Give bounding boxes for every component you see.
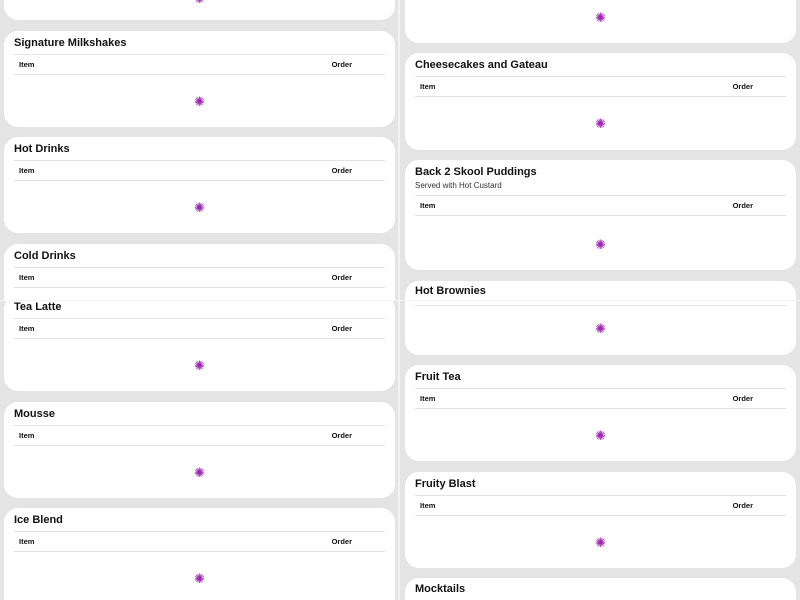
column-item: Item (420, 82, 436, 91)
column-item: Item (19, 431, 35, 440)
column-order: Order (331, 537, 352, 546)
section-title: Cold Drinks (14, 250, 76, 262)
section-fruity-blast: Fruity Blast Item Order ✺ (405, 472, 796, 568)
section-hot-drinks: Hot Drinks Item Order ✺ (4, 137, 395, 233)
table-header: Item Order (415, 495, 786, 516)
table-header: Item Order (14, 54, 385, 75)
table-header: Item Order (415, 388, 786, 409)
loading-spinner-icon: ✺ (194, 200, 205, 215)
column-order: Order (732, 501, 753, 510)
section-title: Back 2 Skool Puddings (415, 166, 537, 178)
column-item: Item (19, 166, 35, 175)
section-title: Hot Drinks (14, 143, 70, 155)
section-title: Ice Blend (14, 514, 63, 526)
section-title: Tea Latte (14, 301, 62, 313)
loading-spinner-icon: ✺ (194, 571, 205, 586)
column-order: Order (331, 60, 352, 69)
section-title: Mousse (14, 408, 55, 420)
table-header: Item Order (14, 531, 385, 552)
section-hot-brownies-body: ✺ (405, 301, 796, 355)
section-title: Mocktails (415, 583, 466, 595)
table-header: Item Order (415, 76, 786, 97)
loading-spinner-icon: ✺ (595, 237, 606, 252)
column-item: Item (420, 394, 436, 403)
section-mocktails: Mocktails (405, 578, 796, 600)
section-title: Fruit Tea (415, 371, 461, 383)
loading-spinner-icon: ✺ (595, 321, 606, 336)
column-order: Order (331, 324, 352, 333)
column-order: Order (732, 201, 753, 210)
menu-view-upper: ✺ Signature Milkshakes Item Order ✺ Hot D… (4, 0, 796, 300)
column-item: Item (420, 501, 436, 510)
column-order: Order (732, 394, 753, 403)
loading-spinner-icon: ✺ (595, 10, 606, 25)
section-tea-latte: Tea Latte Item Order ✺ (4, 301, 395, 391)
section-title: Hot Brownies (415, 285, 486, 297)
table-header: Item Order (14, 425, 385, 446)
section-mousse: Mousse Item Order ✺ (4, 402, 395, 498)
section-title: Fruity Blast (415, 478, 476, 490)
section-puddings: Back 2 Skool Puddings Served with Hot Cu… (405, 160, 796, 270)
column-divider (398, 0, 400, 600)
section-ice-blend: Ice Blend Item Order ✺ (4, 508, 395, 600)
loading-spinner-icon: ✺ (194, 0, 205, 5)
section-hot-brownies: Hot Brownies (405, 281, 796, 300)
section-cheesecakes: Cheesecakes and Gateau Item Order ✺ (405, 53, 796, 150)
menu-card: ✺ (4, 0, 395, 20)
table-header: Item Order (14, 318, 385, 339)
section-title: Cheesecakes and Gateau (415, 59, 548, 71)
section-subtitle: Served with Hot Custard (415, 181, 502, 190)
loading-spinner-icon: ✺ (595, 116, 606, 131)
table-header: Item Order (14, 160, 385, 181)
menu-view-lower: Tea Latte Item Order ✺ Mousse Item Order ✺… (0, 300, 800, 600)
table-header: Item Order (415, 195, 786, 216)
section-fruit-tea: Fruit Tea Item Order ✺ (405, 365, 796, 461)
loading-spinner-icon: ✺ (194, 94, 205, 109)
divider (415, 305, 786, 306)
section-title: Signature Milkshakes (14, 37, 127, 49)
column-item: Item (420, 201, 436, 210)
loading-spinner-icon: ✺ (194, 358, 205, 373)
section-cold-drinks: Cold Drinks Item Order (4, 244, 395, 300)
table-header: Item Order (14, 267, 385, 288)
column-item: Item (19, 273, 35, 282)
menu-card: ✺ (405, 0, 796, 43)
column-item: Item (19, 60, 35, 69)
loading-spinner-icon: ✺ (595, 428, 606, 443)
column-order: Order (331, 273, 352, 282)
column-order: Order (331, 166, 352, 175)
column-order: Order (732, 82, 753, 91)
section-signature-milkshakes: Signature Milkshakes Item Order ✺ (4, 31, 395, 127)
loading-spinner-icon: ✺ (595, 535, 606, 550)
loading-spinner-icon: ✺ (194, 465, 205, 480)
column-order: Order (331, 431, 352, 440)
column-item: Item (19, 324, 35, 333)
column-item: Item (19, 537, 35, 546)
